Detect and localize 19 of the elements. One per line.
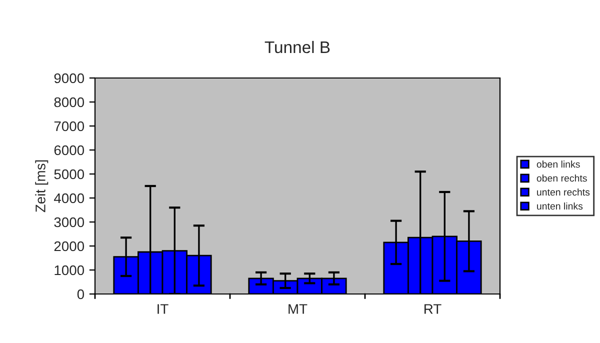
x-tick-label: MT — [288, 304, 308, 314]
y-tick-label: 4000 — [54, 193, 84, 204]
x-tick-label: IT — [158, 304, 168, 314]
y-axis-title: Zeit [ms] — [35, 160, 48, 212]
y-tick-label: 9000 — [54, 73, 84, 84]
y-tick-label: 6000 — [54, 145, 84, 156]
legend-label: unten links — [537, 202, 583, 210]
y-tick-label: 0 — [77, 289, 84, 300]
chart-title: Tunnel B — [264, 40, 330, 54]
legend-label: oben links — [536, 160, 580, 168]
legend-label: unten rechts — [537, 188, 590, 196]
y-tick-label: 3000 — [54, 217, 84, 228]
y-tick-label: 1000 — [54, 265, 84, 276]
legend-label: oben rechts — [536, 174, 587, 182]
y-tick-label: 5000 — [54, 169, 84, 180]
x-tick-label: RT — [424, 304, 442, 314]
y-tick-label: 7000 — [54, 121, 84, 132]
y-tick-label: 8000 — [54, 97, 84, 108]
y-tick-label: 2000 — [54, 241, 84, 252]
